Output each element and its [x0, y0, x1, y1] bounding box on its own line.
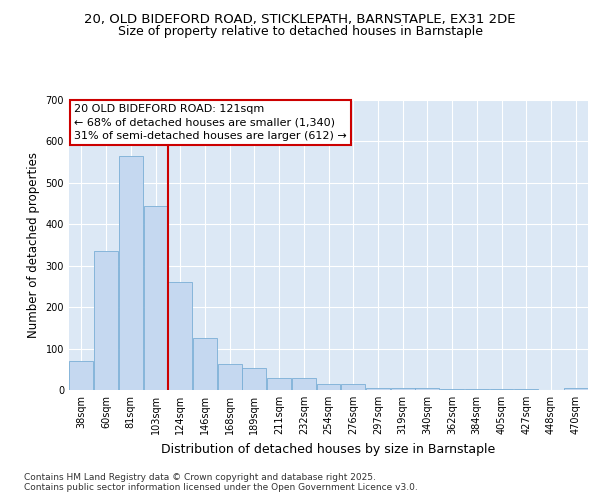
Bar [563, 388, 587, 390]
Bar [267, 378, 291, 390]
Bar [415, 388, 439, 390]
Bar [218, 364, 242, 390]
Bar [490, 389, 514, 390]
Bar [292, 378, 316, 390]
Bar [440, 389, 464, 390]
Bar [514, 389, 538, 390]
Bar [193, 338, 217, 390]
Text: 20, OLD BIDEFORD ROAD, STICKLEPATH, BARNSTAPLE, EX31 2DE: 20, OLD BIDEFORD ROAD, STICKLEPATH, BARN… [84, 12, 516, 26]
Bar [168, 282, 192, 390]
Text: 20 OLD BIDEFORD ROAD: 121sqm
← 68% of detached houses are smaller (1,340)
31% of: 20 OLD BIDEFORD ROAD: 121sqm ← 68% of de… [74, 104, 347, 141]
Bar [70, 361, 94, 390]
Bar [94, 251, 118, 390]
Bar [119, 156, 143, 390]
Bar [341, 384, 365, 390]
Text: Size of property relative to detached houses in Barnstaple: Size of property relative to detached ho… [118, 25, 482, 38]
Bar [391, 388, 415, 390]
Y-axis label: Number of detached properties: Number of detached properties [27, 152, 40, 338]
Bar [143, 206, 167, 390]
Bar [465, 389, 489, 390]
Bar [366, 388, 390, 390]
X-axis label: Distribution of detached houses by size in Barnstaple: Distribution of detached houses by size … [161, 442, 496, 456]
Text: Contains public sector information licensed under the Open Government Licence v3: Contains public sector information licen… [24, 484, 418, 492]
Bar [317, 384, 340, 390]
Bar [242, 368, 266, 390]
Text: Contains HM Land Registry data © Crown copyright and database right 2025.: Contains HM Land Registry data © Crown c… [24, 472, 376, 482]
